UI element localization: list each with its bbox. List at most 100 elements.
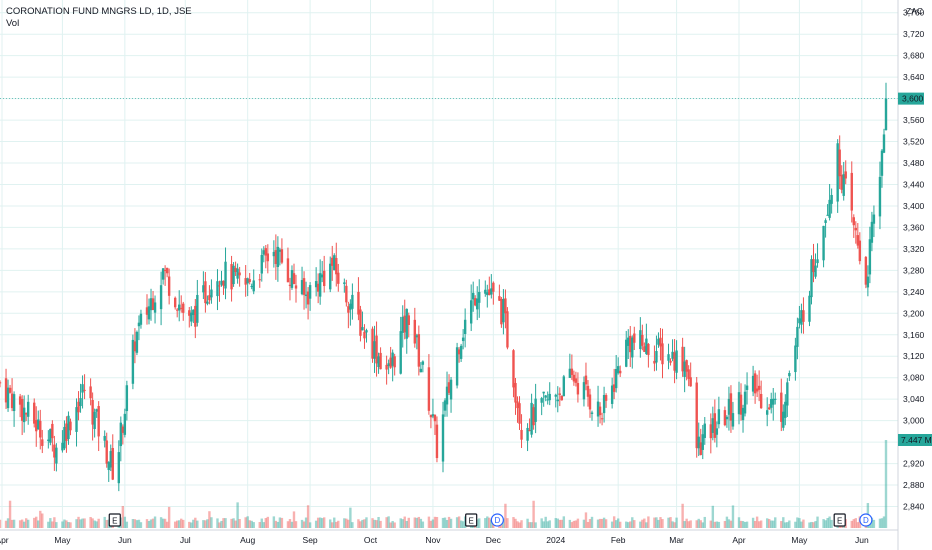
candle-body [351,294,354,309]
volume-bar [558,519,561,528]
candle-body [385,364,388,370]
candle-body [131,339,135,384]
volume-bar [196,520,199,528]
volume-bar [351,522,354,528]
candle-body [359,309,362,336]
candle-body [415,335,419,338]
candle-body [657,338,660,345]
volume-bar [731,505,735,528]
candle-body [97,406,100,437]
volume-bar [6,518,10,528]
candle-body [194,305,197,327]
volume-bar [272,516,276,528]
price-axis[interactable]: 2,8402,8802,9202,9603,0003,0403,0803,120… [897,0,932,550]
volume-bar [371,518,374,528]
volume-bar [405,520,408,528]
volume-bar [512,517,515,528]
candle-body [457,349,461,355]
candle-body [79,398,82,407]
volume-bar [441,517,445,528]
candle-body [331,257,334,266]
volume-bar [55,522,58,528]
candle-body [514,382,517,403]
candle-body [739,394,743,415]
candle-body [641,334,644,346]
candle-body [528,429,531,431]
candle-body [878,176,882,217]
volume-bar [322,517,326,528]
volume-bar [542,521,545,528]
candle-body [717,409,721,425]
volume-bar [810,521,813,528]
volume-bar [331,522,334,528]
candle-body [627,337,630,346]
candle-body [588,394,592,410]
volume-bar [574,520,578,528]
volume-bar [188,521,191,528]
volume-bar [292,511,296,528]
volume-bar [528,522,531,528]
candle-body [576,383,580,395]
candle-body [866,276,870,288]
candle-body [532,407,535,426]
candle-body [363,331,366,339]
candle-body [844,171,847,179]
volume-bar [782,517,785,528]
candle-body [119,422,123,447]
volume-bar [329,519,332,528]
volume-bar [737,517,741,528]
candle-body [107,462,110,471]
volume-bar [514,518,517,528]
volume-bar [661,519,664,528]
currency-label: ZAC [906,6,923,16]
candle-body [375,335,378,364]
candle-body [703,423,706,438]
volume-bar [286,521,290,528]
volume-bar [238,519,241,528]
candle-body [697,436,700,449]
volume-bar [488,517,491,528]
volume-bar [320,518,324,528]
volume-bar [216,518,219,528]
volume-bar [39,510,42,528]
volume-bar [759,520,763,528]
volume-bar [447,516,451,528]
candle-body [502,298,505,323]
volume-bar [770,520,773,528]
candle-body [842,174,845,196]
price-tick-label: 3,080 [903,373,925,383]
candle-body [715,428,719,435]
candle-body [870,221,874,243]
volume-bar [643,518,646,528]
candle-body [145,307,149,315]
candle-body [316,283,320,292]
candle-body [770,399,773,408]
price-tick-label: 3,520 [903,137,925,147]
volume-bar [37,520,40,528]
candle-body [596,401,600,417]
candle-body [345,285,348,303]
candle-body [701,434,704,450]
candle-body [852,217,855,226]
candle-body [647,343,650,356]
volume-bar [10,519,14,528]
candle-body [816,259,819,264]
volume-bar [167,506,171,528]
candle-body [417,334,421,367]
volume-bar [204,520,207,528]
volume-bar [51,521,54,528]
volume-bar [393,522,396,528]
time-axis[interactable]: Apr May Jun Jul Aug Sep Oct Nov Dec 2024 Feb Mar Apr… [0,529,898,545]
candle-body [147,306,151,320]
volume-bar [4,520,8,528]
volume-bar [33,517,36,528]
price-tick-label: 3,320 [903,244,925,254]
earnings-marker [108,513,121,527]
volume-bar [0,519,2,528]
volume-bar [345,518,348,528]
volume-bar [641,519,644,528]
candle-body [544,395,547,398]
candle-body [246,278,249,284]
candle-body [794,345,797,373]
